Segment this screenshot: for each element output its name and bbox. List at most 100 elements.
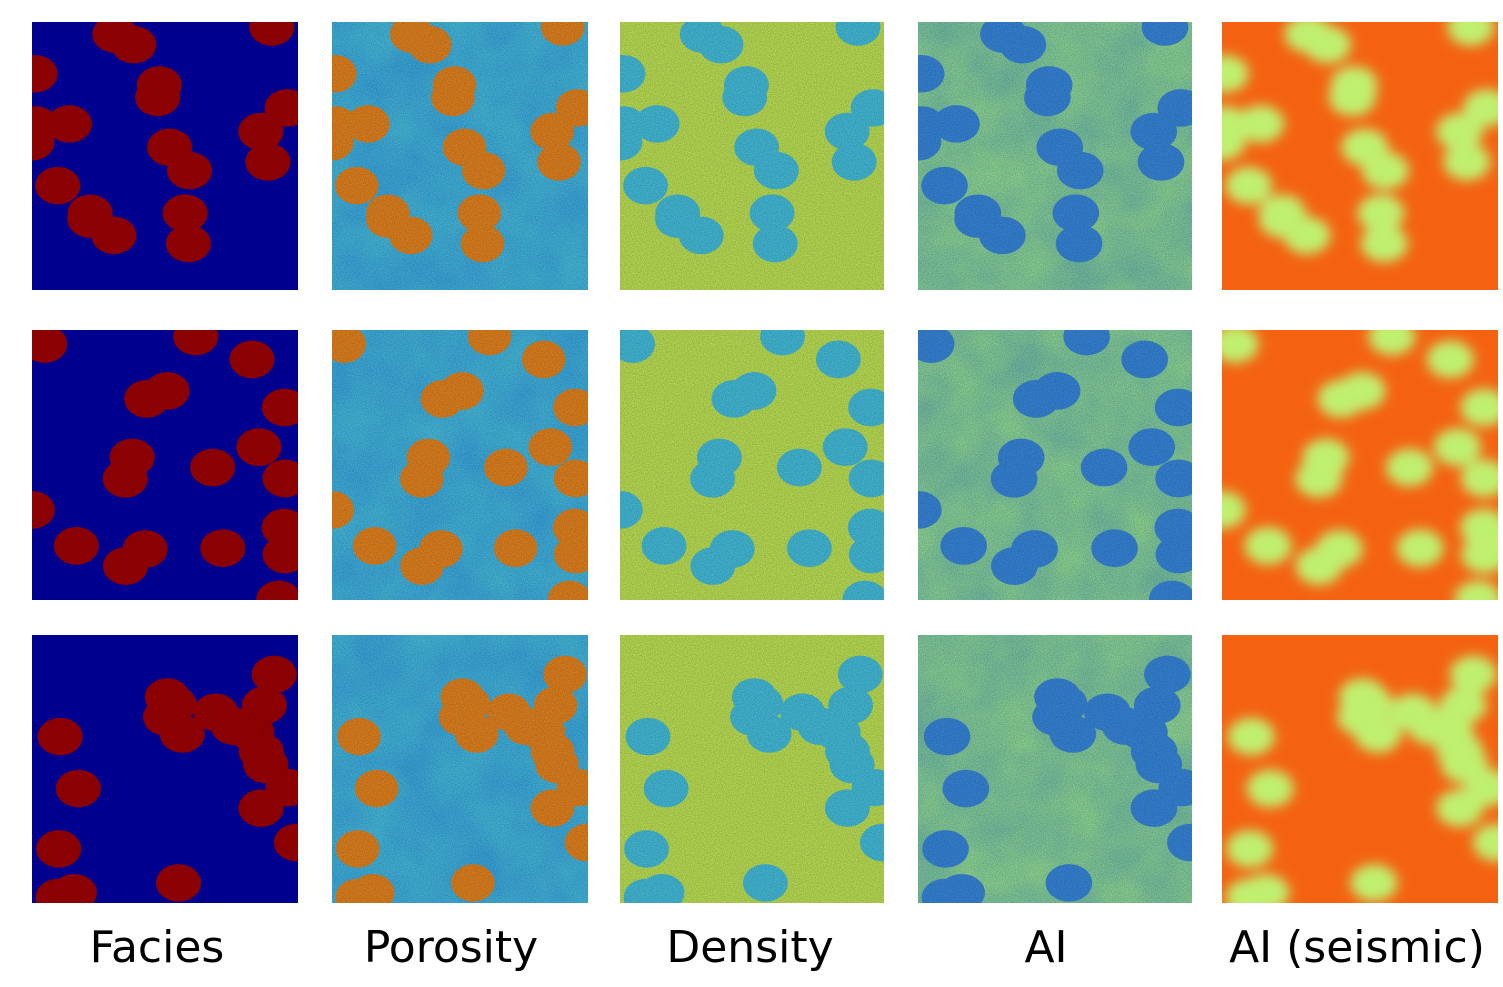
body-ellipse — [110, 439, 155, 477]
panel-content — [598, 8, 896, 290]
panel-content — [32, 635, 319, 916]
panel-content — [1222, 635, 1503, 916]
body-ellipse — [245, 143, 290, 181]
panel-noise — [620, 22, 884, 290]
column-label: AI (seismic) — [1229, 922, 1485, 973]
panel-noise — [918, 22, 1192, 290]
panel — [620, 635, 905, 916]
body-ellipse — [1225, 167, 1272, 205]
body-ellipse — [229, 341, 274, 379]
body-ellipse — [239, 733, 284, 771]
panel — [598, 318, 906, 619]
panel-content — [10, 318, 321, 619]
body-ellipse — [1339, 372, 1386, 410]
body-ellipse — [1304, 26, 1351, 64]
body-ellipse — [1331, 66, 1378, 104]
panel-noise — [918, 635, 1192, 903]
body-ellipse — [256, 581, 301, 619]
panel-content — [310, 8, 599, 290]
body-ellipse — [264, 89, 309, 127]
body-ellipse — [1351, 864, 1398, 902]
body-ellipse — [1358, 194, 1405, 232]
body-ellipse — [1243, 874, 1290, 912]
body-ellipse — [1228, 718, 1275, 756]
body-ellipse — [1447, 8, 1494, 46]
panel — [9, 8, 309, 290]
panel — [598, 8, 896, 290]
body-ellipse — [156, 864, 201, 902]
body-ellipse — [22, 325, 67, 363]
body-ellipse — [190, 449, 235, 487]
body-ellipse — [36, 830, 81, 868]
panel-noise — [620, 635, 884, 903]
body-ellipse — [1368, 318, 1415, 356]
body-ellipse — [52, 874, 97, 912]
body-ellipse — [236, 428, 281, 466]
panel-content — [311, 318, 610, 619]
panel — [1199, 318, 1503, 619]
panel-content — [1199, 318, 1503, 619]
panel — [32, 635, 319, 916]
body-ellipse — [1386, 449, 1433, 487]
panel — [1199, 8, 1503, 290]
column-label: Porosity — [364, 922, 538, 973]
body-ellipse — [1199, 491, 1246, 529]
body-ellipse — [1202, 106, 1249, 144]
body-ellipse — [1226, 830, 1273, 868]
body-ellipse — [91, 217, 136, 255]
panel-noise — [332, 635, 588, 903]
body-ellipse — [1212, 325, 1259, 363]
panel-content — [1199, 8, 1503, 290]
body-ellipse — [1455, 581, 1502, 619]
body-ellipse — [262, 460, 307, 498]
body-ellipse — [144, 372, 189, 410]
panel-noise — [918, 330, 1192, 600]
panel-content — [332, 635, 608, 916]
body-ellipse — [263, 536, 308, 574]
panel — [895, 318, 1215, 619]
body-ellipse — [56, 770, 101, 808]
body-ellipse — [167, 152, 212, 190]
panel — [10, 318, 321, 619]
body-ellipse — [1443, 143, 1490, 181]
body-ellipse — [111, 26, 156, 64]
body-ellipse — [262, 389, 307, 427]
body-ellipse — [1202, 55, 1249, 93]
body-ellipse — [13, 106, 58, 144]
body-ellipse — [1316, 530, 1363, 568]
panel — [918, 635, 1214, 916]
column-label: Density — [666, 922, 833, 973]
panel — [332, 635, 608, 916]
body-ellipse — [1284, 217, 1331, 255]
body-ellipse — [1245, 527, 1292, 565]
body-ellipse — [274, 824, 319, 862]
body-ellipse — [1247, 770, 1294, 808]
panel-content — [9, 8, 309, 290]
figure: Facies Porosity Density AI AI (seismic) — [0, 0, 1503, 987]
panel — [895, 8, 1204, 290]
body-ellipse — [1436, 733, 1483, 771]
body-ellipse — [249, 8, 294, 46]
body-ellipse — [1427, 341, 1474, 379]
panel — [311, 318, 610, 619]
body-ellipse — [10, 491, 55, 529]
panel-content — [620, 635, 905, 916]
panel-noise — [620, 330, 884, 600]
body-ellipse — [54, 527, 99, 565]
panel-noise — [332, 330, 588, 600]
panel-content — [918, 635, 1214, 916]
body-ellipse — [1362, 152, 1409, 190]
panel-content — [895, 318, 1215, 619]
panel-content — [895, 8, 1204, 290]
panel-content — [598, 318, 906, 619]
body-ellipse — [1302, 439, 1349, 477]
column-label: AI — [1024, 922, 1067, 973]
body-ellipse — [145, 678, 190, 716]
page: Facies Porosity Density AI AI (seismic) … — [0, 0, 1503, 987]
body-ellipse — [173, 318, 218, 356]
panel-noise — [332, 22, 588, 290]
body-ellipse — [38, 718, 83, 756]
body-ellipse — [163, 194, 208, 232]
body-ellipse — [35, 167, 80, 205]
column-label: Facies — [90, 922, 225, 973]
